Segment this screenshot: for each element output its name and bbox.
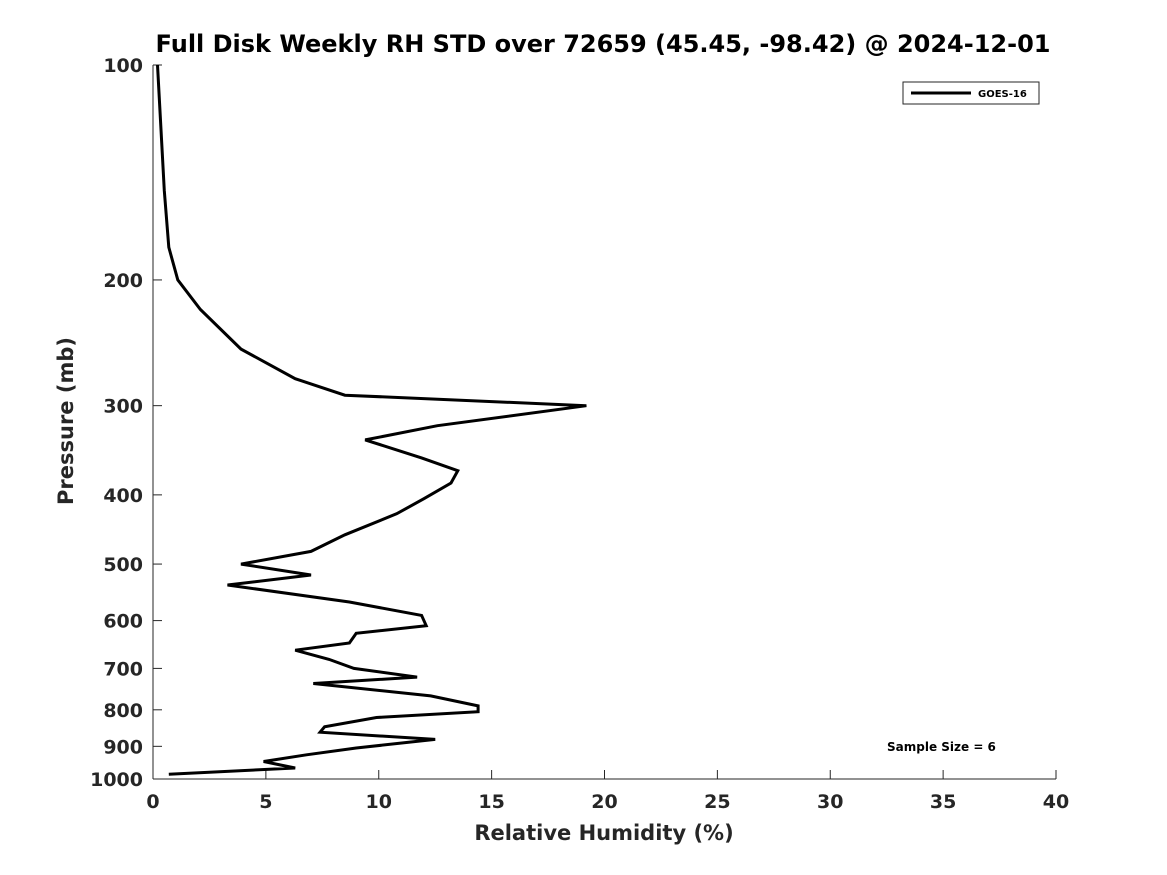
y-tick-label: 200 <box>103 270 143 292</box>
x-tick-label: 0 <box>146 791 159 813</box>
y-tick-label: 600 <box>103 611 143 633</box>
x-tick-label: 40 <box>1043 791 1069 813</box>
y-tick-label: 300 <box>103 396 143 418</box>
y-axis-label: Pressure (mb) <box>54 337 78 505</box>
x-tick-label: 15 <box>478 791 504 813</box>
legend: GOES-16 <box>902 81 1040 105</box>
sample-size-annotation: Sample Size = 6 <box>887 740 996 754</box>
chart-title: Full Disk Weekly RH STD over 72659 (45.4… <box>156 30 1051 58</box>
x-tick-label: 10 <box>366 791 392 813</box>
y-tick-label: 500 <box>103 554 143 576</box>
y-tick-label: 700 <box>103 658 143 680</box>
x-axis-label: Relative Humidity (%) <box>474 821 733 845</box>
y-tick-label: 900 <box>103 736 143 758</box>
y-tick-label: 800 <box>103 700 143 722</box>
x-tick-label: 20 <box>591 791 617 813</box>
series-line-goes-16 <box>156 64 587 776</box>
y-tick-label: 400 <box>103 485 143 507</box>
x-tick-label: 5 <box>259 791 272 813</box>
x-ticks: 0 5 10 15 20 25 30 35 40 <box>146 770 1069 813</box>
y-tick-label: 100 <box>103 55 143 77</box>
x-tick-label: 30 <box>817 791 843 813</box>
x-tick-label: 35 <box>930 791 956 813</box>
x-tick-label: 25 <box>704 791 730 813</box>
axes <box>152 65 1056 780</box>
y-tick-label: 1000 <box>90 769 143 791</box>
legend-label: GOES-16 <box>978 89 1027 100</box>
y-ticks: 100 200 300 400 500 600 700 800 900 1000 <box>90 55 162 791</box>
